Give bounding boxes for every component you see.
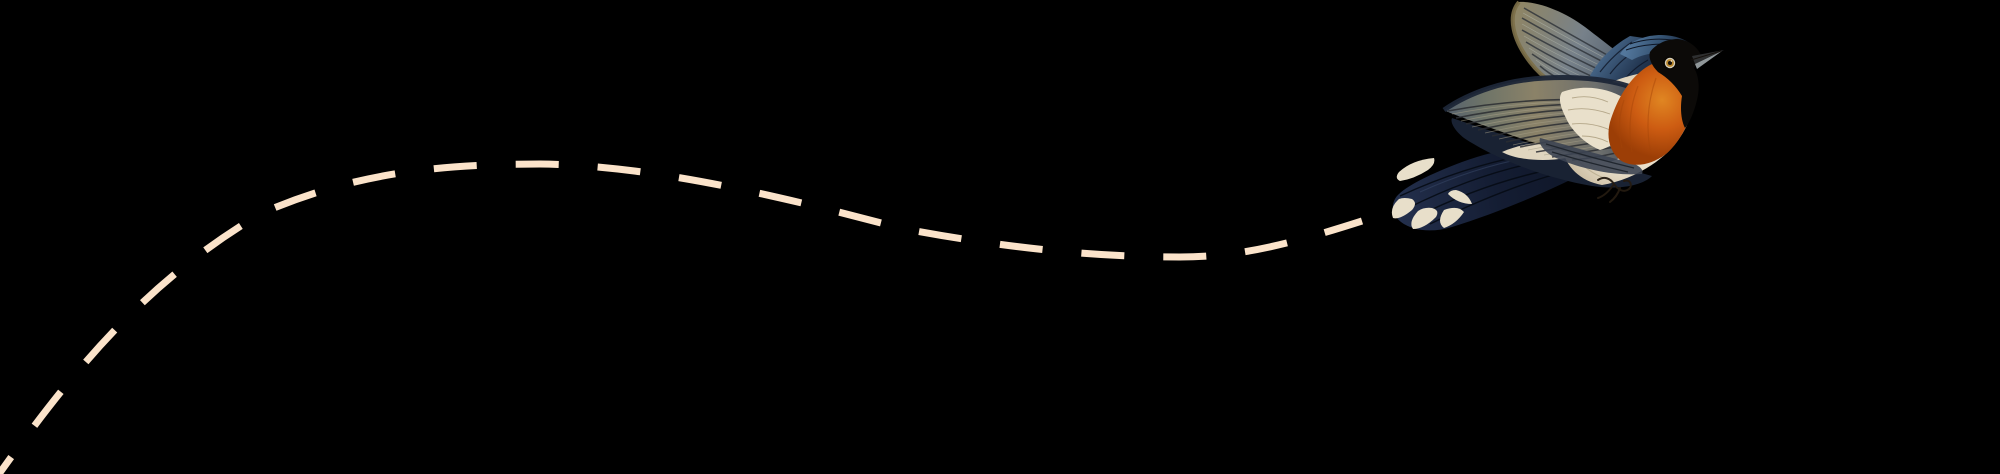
tail-tip-feather: [1411, 207, 1438, 229]
flight-path: [0, 160, 1364, 474]
bird-tail-cream-tips: [1391, 158, 1472, 229]
bird-breast-texture: [1618, 77, 1657, 153]
bird-illustration: [1391, 0, 1724, 231]
bird-near-wing-leading-edge: [1442, 75, 1637, 113]
bird-near-wing-light-streaks: [1451, 101, 1641, 156]
bird-wing-overlay: [1539, 138, 1643, 175]
tail-tip-feather: [1448, 190, 1472, 204]
tail-tip-feather: [1396, 158, 1435, 181]
bird-beak: [1690, 50, 1724, 69]
eye-glint: [1670, 60, 1673, 62]
bird-far-wing-light-streaks: [1521, 12, 1649, 92]
bird-claw: [1597, 176, 1632, 203]
bird-face-mask: [1649, 39, 1701, 128]
bird-wing-overlay-streaks: [1545, 143, 1635, 173]
bird-eye: [1663, 56, 1677, 70]
beak-gape-line: [1690, 50, 1722, 61]
beak-upper-mandible: [1692, 50, 1724, 64]
bird-tail-feather-lines: [1399, 149, 1579, 225]
eye-pupil: [1668, 61, 1672, 65]
tail-tip-feather: [1440, 207, 1464, 228]
beak-lower-mandible: [1695, 51, 1722, 69]
bird-flank-streaks: [1567, 96, 1611, 143]
tail-tip-feather: [1391, 198, 1415, 219]
bird-far-wing-feather-streaks: [1521, 7, 1653, 93]
